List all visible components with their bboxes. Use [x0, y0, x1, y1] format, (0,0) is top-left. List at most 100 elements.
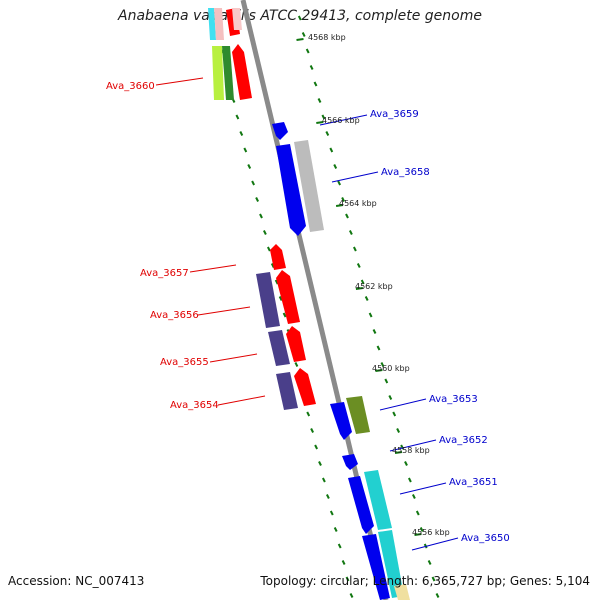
scale-tick: [345, 576, 350, 582]
gene-block-yellow: [394, 584, 410, 600]
kbp-label: 4566 kbp: [322, 116, 360, 125]
scale-tick: [309, 65, 314, 70]
gene-label-ava-3652[interactable]: Ava_3652: [439, 435, 488, 446]
kbp-label: 4558 kbp: [392, 446, 430, 455]
scale-tick: [368, 312, 373, 318]
scale-tick: [349, 593, 354, 598]
gene-block-cyan: [378, 530, 404, 598]
gene-ava-3652[interactable]: [342, 454, 358, 470]
gene-ava-3658[interactable]: [276, 140, 324, 236]
gene-block-blue: [348, 476, 374, 534]
gene-ava-3660[interactable]: [212, 44, 252, 100]
scale-tick: [431, 576, 436, 582]
gene-labels-left: Ava_3660 Ava_3657 Ava_3656 Ava_3655 Ava_…: [106, 81, 219, 411]
kbp-label: 4564 kbp: [339, 199, 377, 208]
gene-label-ava-3654[interactable]: Ava_3654: [170, 400, 219, 411]
gene-block-red: [286, 326, 306, 362]
major-tick: [375, 369, 383, 372]
gene-label-ava-3656[interactable]: Ava_3656: [150, 310, 199, 321]
major-tick: [316, 121, 324, 124]
scale-tick: [243, 147, 248, 153]
gene-ava-3650[interactable]: [362, 530, 410, 600]
gene-block-green: [222, 46, 234, 100]
scale-tick: [259, 213, 263, 219]
gene-ava-3651[interactable]: [348, 470, 392, 534]
gene-label-ava-3655[interactable]: Ava_3655: [160, 357, 209, 368]
scale-tick: [235, 114, 240, 120]
gene-block-red: [232, 44, 252, 100]
scale-tick: [333, 164, 338, 169]
gene-block-cyan: [364, 470, 392, 530]
scale-tick: [305, 48, 310, 54]
gene-block-olive: [346, 396, 370, 434]
gene-label-ava-3653[interactable]: Ava_3653: [429, 394, 478, 405]
scale-tick: [263, 230, 267, 235]
scale-tick: [329, 147, 334, 153]
scale-tick: [372, 329, 377, 334]
scale-ticks: [211, 15, 440, 598]
gene-label-ava-3650[interactable]: Ava_3650: [461, 533, 510, 544]
scale-tick: [408, 477, 412, 483]
scale-tick: [384, 378, 389, 384]
genome-summary-text: Topology: circular; Length: 6,365,727 bp…: [260, 574, 590, 588]
gene-label-ava-3657[interactable]: Ava_3657: [140, 268, 189, 279]
major-tick: [355, 287, 364, 290]
scale-tick: [364, 296, 369, 301]
kbp-label: 4568 kbp: [308, 33, 346, 42]
scale-tick: [267, 246, 271, 252]
gene-label-ava-3651[interactable]: Ava_3651: [449, 477, 498, 488]
scale-tick: [435, 593, 440, 598]
gene-ava-3654[interactable]: [276, 368, 316, 410]
gene-block-blue: [272, 122, 288, 140]
gene-ava-3655[interactable]: [268, 326, 306, 366]
scale-tick: [415, 510, 420, 516]
gene-block-purple: [268, 330, 290, 366]
scale-tick: [337, 180, 341, 186]
gene-block-blue: [330, 402, 352, 440]
scale-tick: [392, 411, 397, 417]
gene-block-grey: [294, 140, 324, 232]
gene-top-cluster[interactable]: [208, 8, 242, 40]
scale-tick: [314, 444, 318, 450]
gene-ava-3657[interactable]: [270, 244, 286, 270]
scale-tick: [239, 131, 244, 136]
scale-tick: [396, 428, 400, 433]
kbp-label: 4556 kbp: [412, 528, 450, 537]
gene-block-blue: [276, 144, 306, 236]
gene-ava-3656[interactable]: [256, 270, 300, 328]
scale-tick: [247, 164, 252, 169]
scale-tick: [325, 131, 330, 136]
scale-tick: [341, 197, 345, 202]
gene-ava-3659[interactable]: [272, 122, 288, 140]
gene-ava-3653[interactable]: [330, 396, 370, 440]
scale-tick: [427, 560, 432, 565]
kbp-label: 4562 kbp: [355, 282, 393, 291]
scale-tick: [326, 494, 330, 499]
accession-text: Accession: NC_007413: [8, 574, 145, 588]
gene-block-lime: [212, 46, 224, 100]
kbp-labels: 4568 kbp 4566 kbp 4564 kbp 4562 kbp 4560…: [308, 33, 450, 537]
gene-block-red: [270, 244, 286, 270]
gene-label-ava-3659[interactable]: Ava_3659: [370, 109, 419, 120]
gene-block-blue: [362, 534, 390, 600]
scale-tick: [376, 345, 381, 351]
scale-tick: [294, 362, 299, 367]
scale-tick: [349, 230, 353, 235]
gene-block-purple: [256, 272, 280, 328]
scale-tick: [317, 98, 322, 103]
gene-block-red: [276, 270, 300, 324]
scale-tick: [310, 428, 314, 433]
scale-tick: [356, 263, 361, 268]
major-tick: [394, 451, 403, 454]
gene-block-cyan: [208, 8, 216, 40]
scale-tick: [345, 213, 349, 219]
scale-tick: [251, 180, 255, 186]
gene-label-ava-3660[interactable]: Ava_3660: [106, 81, 155, 92]
scale-tick: [278, 296, 283, 301]
gene-label-ava-3658[interactable]: Ava_3658: [381, 167, 430, 178]
scale-tick: [380, 362, 385, 367]
leader-lines: [155, 77, 459, 551]
scale-tick: [297, 15, 302, 21]
scale-tick: [419, 527, 424, 532]
